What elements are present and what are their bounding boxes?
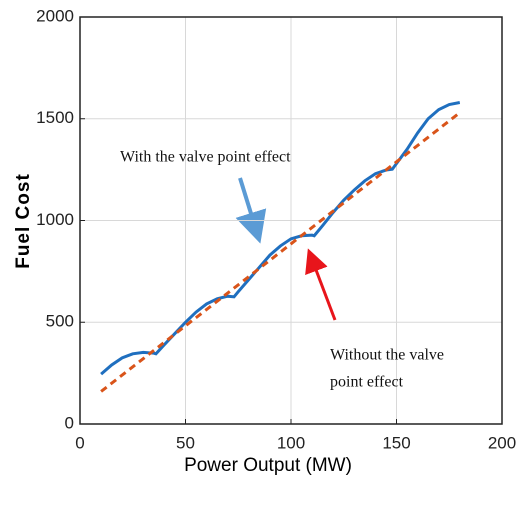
arrow	[305, 248, 337, 321]
annotation: With the valve point effect	[120, 149, 291, 166]
x-axis-label: Power Output (MW)	[184, 455, 352, 476]
y-axis-label: Fuel Cost	[13, 173, 34, 269]
x-tick-label: 0	[75, 433, 84, 452]
data-line	[100, 111, 461, 393]
x-tick-label: 150	[382, 433, 410, 452]
x-tick-label: 50	[176, 433, 195, 452]
x-tick-label: 100	[277, 433, 305, 452]
x-tick-label: 200	[488, 433, 516, 452]
annotation: Without the valve	[330, 347, 444, 364]
y-tick-label: 0	[65, 413, 74, 432]
arrow	[235, 177, 267, 244]
y-tick-label: 500	[46, 312, 74, 331]
y-tick-label: 2000	[36, 6, 74, 25]
annotation: point effect	[330, 374, 404, 391]
data-line	[100, 100, 461, 376]
y-tick-label: 1500	[36, 108, 74, 127]
plot-frame	[79, 16, 503, 425]
y-tick-label: 1000	[36, 210, 74, 229]
